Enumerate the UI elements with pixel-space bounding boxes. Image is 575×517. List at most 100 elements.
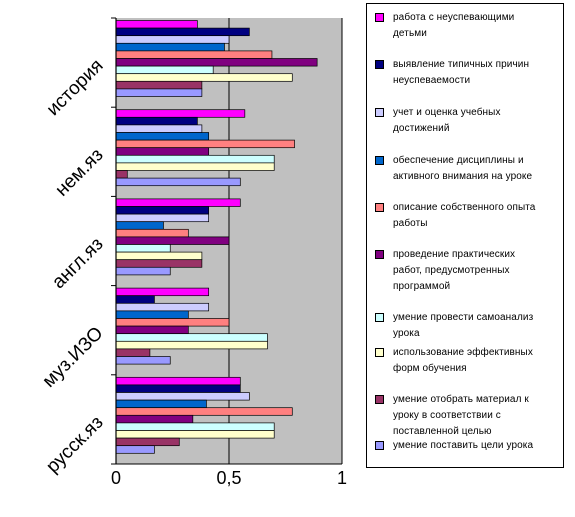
bar-0-0 [115,376,241,386]
bar-2-8 [115,259,203,268]
legend-item: использование эффективных форм обучения [375,345,561,377]
bar-3-8 [115,170,128,179]
bar-0-5 [115,414,194,424]
legend-label: умение провести самоанализ урока [393,310,533,342]
legend-swatch [375,441,384,450]
legend-label: умение поставить цели урока [393,438,533,454]
bar-0-3 [115,399,207,409]
legend-label-line: поставленной целью [393,426,492,437]
category-label-0: русск.яз [42,412,107,477]
legend-label-line: детьми [393,28,427,39]
legend: работа с неуспевающими детьми выявление ти… [366,3,564,468]
legend-item: выявление типичных причин неуспеваемости [375,57,561,89]
legend-swatch [375,203,384,212]
legend-swatch [375,156,384,165]
legend-label-line: программой [393,281,451,292]
bar-1-9 [115,356,171,365]
legend-label-line: достижений [393,123,450,134]
bar-1-5 [115,325,189,335]
legend-swatch [375,313,384,322]
legend-item: учет и оценка учебных достижений [375,105,561,137]
legend-label-line: обеспечение дисциплины и [393,155,524,166]
bar-2-7 [115,251,203,261]
legend-label-line: использование эффективных [393,347,533,358]
legend-label-line: умение отобрать материал к [393,394,529,405]
bar-0-1 [115,384,241,393]
bar-1-8 [115,348,151,357]
legend-label-line: проведение практических [393,249,516,260]
bar-1-2 [115,302,210,312]
x-tick-label-0: 0 [111,468,121,488]
legend-label-line: описание собственного опыта [393,202,536,213]
bar-3-3 [115,132,210,141]
bar-4-3 [115,42,225,52]
legend-label-line: выявление типичных причин [393,59,530,70]
bar-0-6 [115,422,275,431]
legend-label-line: учет и оценка учебных [393,107,501,118]
legend-label: использование эффективных форм обучения [393,345,533,377]
legend-label-line: урока [393,328,420,339]
bar-2-2 [115,213,210,223]
category-label-3: нем.яз [51,144,107,200]
legend-swatch [375,395,384,404]
legend-label-line: неуспеваемости [393,75,471,86]
bar-4-2 [115,35,230,44]
bar-3-5 [115,147,210,156]
bar-2-4 [115,228,189,238]
legend-swatch [375,250,384,259]
category-label-1: муз.ИЗО [39,323,108,392]
bar-4-8 [115,80,203,90]
legend-item: умение провести самоанализ урока [375,310,561,342]
legend-label-line: работы [393,218,428,229]
legend-label-line: умение провести самоанализ [393,312,534,323]
bar-2-3 [115,221,164,230]
bar-3-1 [115,116,198,126]
bar-3-7 [115,162,275,171]
legend-label: выявление типичных причин неуспеваемости [393,57,529,89]
bar-4-4 [115,50,273,59]
legend-label: умение отобрать материал к уроку в соотве… [393,392,529,440]
legend-label: учет и оценка учебных достижений [393,105,501,137]
legend-swatch [375,348,384,357]
legend-item: обеспечение дисциплины и активного вниман… [375,153,561,185]
bar-2-5 [115,236,230,245]
legend-swatch [375,108,384,117]
bar-4-0 [115,20,198,29]
bar-2-6 [115,244,171,253]
legend-item: проведение практических работ, предусмотр… [375,247,561,295]
bar-4-7 [115,73,293,82]
bar-0-4 [115,407,293,416]
bar-4-6 [115,65,214,75]
bar-2-9 [115,266,171,276]
bar-1-6 [115,333,268,342]
bar-0-9 [115,445,155,454]
bar-0-8 [115,437,180,447]
legend-label-line: активного внимания на уроке [393,171,533,182]
legend-item: работа с неуспевающими детьми [375,10,561,42]
x-tick-label-2: 1 [337,468,347,488]
bar-1-7 [115,340,268,350]
legend-label-line: форм обучения [393,363,467,374]
legend-label: проведение практических работ, предусмотр… [393,247,515,295]
legend-swatch [375,60,384,69]
legend-item: умение поставить цели урока [375,438,561,454]
bar-4-5 [115,58,318,67]
bar-0-2 [115,392,250,401]
bar-3-2 [115,124,203,133]
legend-label: описание собственного опыта работы [393,200,535,232]
legend-label-line: работ, предусмотренных [393,265,510,276]
legend-label-line: работа с неуспевающими [393,12,515,23]
bar-2-1 [115,206,210,215]
bar-1-3 [115,310,189,319]
bar-0-7 [115,430,275,439]
legend-swatch [375,13,384,22]
category-label-4: история [43,55,108,120]
bar-2-0 [115,198,241,207]
bars [115,20,318,454]
bar-3-0 [115,109,246,118]
bar-3-6 [115,154,275,164]
legend-label-line: умение поставить цели урока [393,440,534,451]
x-tick-label-1: 0,5 [216,468,241,488]
